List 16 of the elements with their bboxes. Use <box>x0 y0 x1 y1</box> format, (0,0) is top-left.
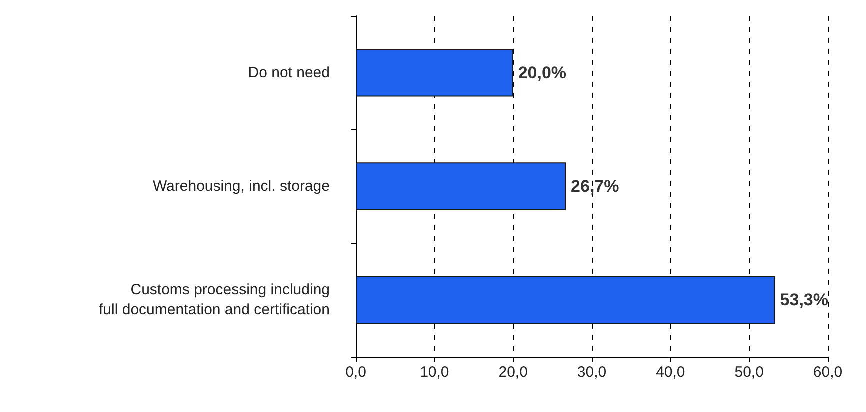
x-tick-label: 30,0 <box>577 364 607 381</box>
y-tick-label: Do not need <box>248 64 330 82</box>
y-tick-label: Customs processing including full documentation and certification <box>99 282 330 319</box>
x-tick-label: 20,0 <box>498 364 528 381</box>
x-tick-label: 0,0 <box>346 364 366 381</box>
bar <box>356 162 566 210</box>
x-tick-label: 10,0 <box>420 364 450 381</box>
bar <box>356 276 776 324</box>
data-label: 20,0% <box>518 63 567 82</box>
x-tick-label: 40,0 <box>656 364 686 381</box>
data-label: 26,7% <box>571 177 620 196</box>
x-tick-label: 50,0 <box>734 364 764 381</box>
data-label: 53,3% <box>780 290 828 310</box>
x-tick-label: 60,0 <box>813 364 843 381</box>
bar <box>356 48 514 97</box>
y-tick-label: Warehousing, incl. storage <box>152 178 330 195</box>
